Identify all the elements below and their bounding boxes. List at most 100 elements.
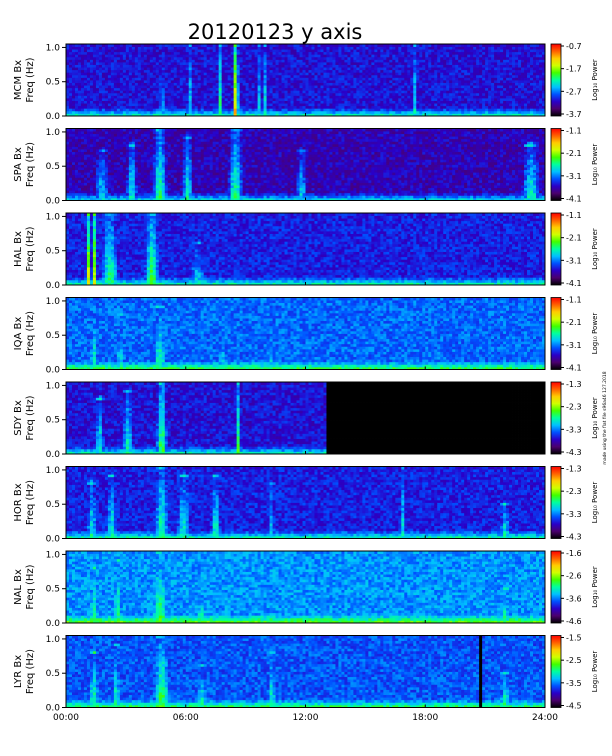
x-tick-label: 00:00 bbox=[53, 713, 79, 723]
colorbar-tick-label: -4.1 bbox=[566, 364, 582, 373]
station-label: MCM Bx bbox=[13, 60, 24, 100]
y-tick-label: 1.0 bbox=[46, 550, 61, 560]
station-label: HAL Bx bbox=[13, 231, 24, 267]
spectrogram-cells bbox=[66, 298, 545, 370]
colorbar-tick-label: -1.7 bbox=[566, 65, 582, 74]
station-label: LYR Bx bbox=[13, 655, 24, 688]
colorbar-tick-label: -4.3 bbox=[566, 448, 582, 457]
spectrogram-cells bbox=[66, 213, 545, 285]
colorbar-tick-label: -3.7 bbox=[566, 110, 582, 119]
y-tick-label: 1.0 bbox=[46, 128, 61, 138]
spectrogram-figure: 20120123 y axis made using the flat file… bbox=[0, 0, 612, 756]
freq-axis-label: Freq (Hz) bbox=[25, 142, 36, 187]
y-tick-label: 1.0 bbox=[46, 381, 61, 391]
colorbar bbox=[551, 298, 561, 370]
y-tick-label: 0.0 bbox=[46, 450, 61, 460]
colorbar bbox=[551, 129, 561, 201]
colorbar-tick-label: -3.5 bbox=[566, 679, 582, 688]
colorbar-tick-label: -1.1 bbox=[566, 211, 582, 220]
spectrogram-cells bbox=[66, 44, 545, 116]
colorbar-tick-label: -3.3 bbox=[566, 425, 582, 434]
y-tick-label: 1.0 bbox=[46, 297, 61, 307]
colorbar-tick-label: -4.6 bbox=[566, 617, 582, 626]
freq-axis-label: Freq (Hz) bbox=[25, 564, 36, 609]
y-tick-label: 0.5 bbox=[46, 669, 60, 679]
station-label: IQA Bx bbox=[13, 317, 24, 351]
y-tick-label: 0.0 bbox=[46, 619, 61, 629]
x-tick-label: 24:00 bbox=[532, 713, 558, 723]
freq-axis-label: Freq (Hz) bbox=[25, 311, 36, 356]
colorbar bbox=[551, 467, 561, 539]
colorbar-label: Log₁₀ Power bbox=[591, 313, 599, 355]
colorbar-tick-label: -1.3 bbox=[566, 465, 582, 474]
colorbar-label: Log₁₀ Power bbox=[591, 566, 599, 608]
colorbar-label: Log₁₀ Power bbox=[591, 59, 599, 101]
colorbar-tick-label: -3.6 bbox=[566, 594, 582, 603]
colorbar-tick-label: -1.5 bbox=[566, 634, 582, 643]
colorbar-tick-label: -4.5 bbox=[566, 702, 582, 711]
time-axis: 00:00 06:00 12:00 18:00 24:00 bbox=[53, 713, 558, 723]
colorbar-tick-label: -4.3 bbox=[566, 533, 582, 542]
freq-axis-label: Freq (Hz) bbox=[25, 226, 36, 271]
station-label: NAL Bx bbox=[13, 569, 24, 605]
colorbar-tick-label: -2.3 bbox=[566, 403, 582, 412]
x-tick-label: 06:00 bbox=[173, 713, 199, 723]
spectrogram-cells bbox=[66, 382, 545, 454]
colorbar-label: Log₁₀ Power bbox=[591, 651, 599, 693]
y-tick-label: 0.5 bbox=[46, 500, 60, 510]
colorbar bbox=[551, 382, 561, 454]
y-tick-label: 1.0 bbox=[46, 635, 61, 645]
spectrogram-cells bbox=[66, 551, 545, 623]
y-tick-label: 0.0 bbox=[46, 366, 61, 376]
y-tick-label: 0.0 bbox=[46, 704, 61, 714]
colorbar-label: Log₁₀ Power bbox=[591, 228, 599, 270]
y-tick-label: 0.5 bbox=[46, 585, 60, 595]
panel-lyr-bx: 1.0 0.5 0.0 LYR Bx Freq (Hz) -1.5 -2.5 -3.5 -4.5… bbox=[13, 634, 599, 714]
colorbar-tick-label: -2.6 bbox=[566, 572, 582, 581]
freq-axis-label: Freq (Hz) bbox=[25, 395, 36, 440]
colorbar-tick-label: -3.1 bbox=[566, 256, 582, 265]
colorbar-tick-label: -1.1 bbox=[566, 296, 582, 305]
y-tick-label: 0.5 bbox=[46, 416, 60, 426]
spectrogram-cells bbox=[66, 467, 545, 539]
colorbar-tick-label: -1.1 bbox=[566, 127, 582, 136]
colorbar-tick-label: -2.5 bbox=[566, 656, 582, 665]
colorbar-label: Log₁₀ Power bbox=[591, 397, 599, 439]
y-tick-label: 1.0 bbox=[46, 43, 61, 53]
colorbar-tick-label: -1.3 bbox=[566, 380, 582, 389]
colorbar bbox=[551, 44, 561, 116]
y-tick-label: 0.0 bbox=[46, 281, 61, 291]
colorbar-tick-label: -2.7 bbox=[566, 87, 582, 96]
y-tick-label: 1.0 bbox=[46, 466, 61, 476]
x-tick-label: 12:00 bbox=[293, 713, 319, 723]
y-tick-label: 0.0 bbox=[46, 535, 61, 545]
colorbar-tick-label: -0.7 bbox=[566, 42, 582, 51]
credit-note: made using the flat file s96a46 127.2018 bbox=[602, 371, 608, 464]
colorbar bbox=[551, 213, 561, 285]
y-tick-label: 0.0 bbox=[46, 197, 61, 207]
panel-sdy-bx: 1.0 0.5 0.0 SDY Bx Freq (Hz) -1.3 -2.3 -3.3 -4.3… bbox=[13, 380, 599, 460]
colorbar-tick-label: -3.1 bbox=[566, 341, 582, 350]
freq-axis-label: Freq (Hz) bbox=[25, 649, 36, 694]
colorbar-tick-label: -3.3 bbox=[566, 510, 582, 519]
spectrogram-cells bbox=[66, 636, 545, 708]
y-tick-label: 0.5 bbox=[46, 162, 60, 172]
colorbar-tick-label: -2.1 bbox=[566, 149, 582, 158]
colorbar-tick-label: -4.1 bbox=[566, 279, 582, 288]
colorbar-label: Log₁₀ Power bbox=[591, 482, 599, 524]
station-label: SDY Bx bbox=[13, 400, 24, 436]
station-label: HOR Bx bbox=[13, 483, 24, 521]
colorbar-tick-label: -2.3 bbox=[566, 487, 582, 496]
colorbar-tick-label: -2.1 bbox=[566, 318, 582, 327]
y-tick-label: 1.0 bbox=[46, 212, 61, 222]
colorbar-tick-label: -3.1 bbox=[566, 172, 582, 181]
x-tick-label: 18:00 bbox=[412, 713, 438, 723]
station-label: SPA Bx bbox=[13, 147, 24, 182]
freq-axis-label: Freq (Hz) bbox=[25, 57, 36, 102]
colorbar bbox=[551, 551, 561, 623]
colorbar-tick-label: -4.1 bbox=[566, 195, 582, 204]
